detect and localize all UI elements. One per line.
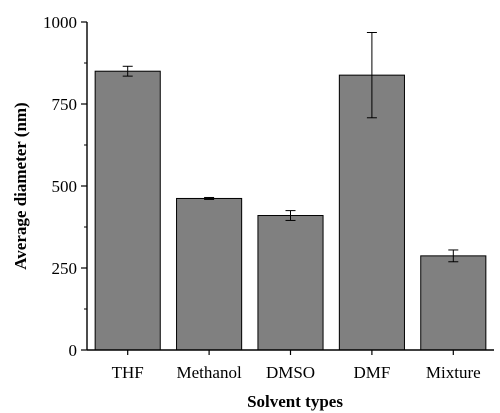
bar-methanol xyxy=(176,197,243,351)
y-tick-label: 500 xyxy=(52,177,78,196)
y-tick-label: 1000 xyxy=(43,13,77,32)
x-tick-label: THF xyxy=(112,363,144,382)
bar-thf xyxy=(94,70,161,351)
x-axis-title: Solvent types xyxy=(247,392,343,411)
ticks: THF Methanol DMSO DMF Mixture 0 250 500 750 1000 xyxy=(43,13,481,382)
y-tick-label: 0 xyxy=(69,341,78,360)
x-tick-label: DMF xyxy=(353,363,390,382)
x-tick-label: DMSO xyxy=(266,363,315,382)
y-axis-title: Average diameter (nm) xyxy=(11,102,30,269)
x-tick-label: Mixture xyxy=(426,363,481,382)
bar-mixture xyxy=(420,255,487,351)
bar-dmso xyxy=(257,215,324,351)
bar-dmf xyxy=(338,74,405,351)
x-tick-label: Methanol xyxy=(177,363,242,382)
y-tick-label: 250 xyxy=(52,259,78,278)
error-bars xyxy=(122,31,459,263)
y-tick-label: 750 xyxy=(52,95,78,114)
